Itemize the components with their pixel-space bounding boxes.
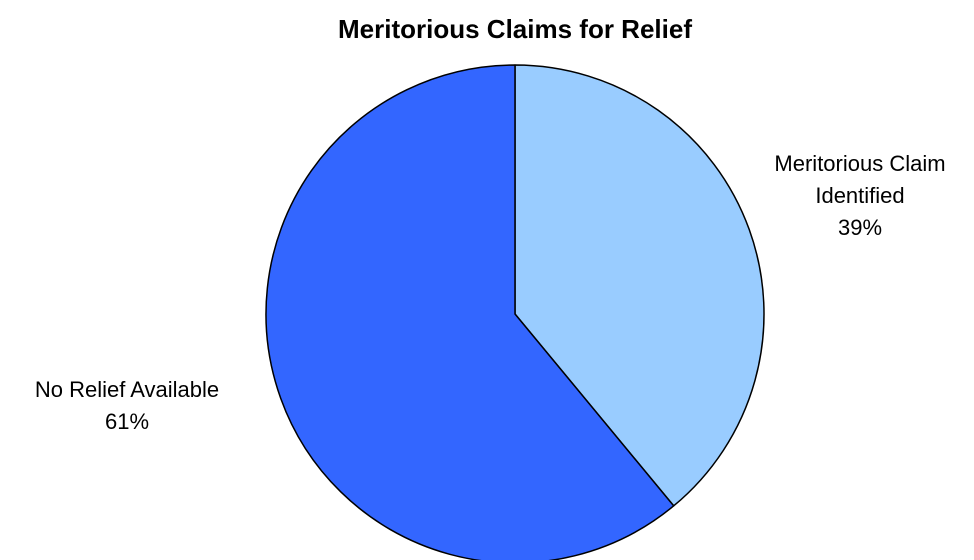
slice-percent-label: 39% xyxy=(838,215,882,240)
slice-percent-label: 61% xyxy=(105,409,149,434)
slice-label: Identified xyxy=(815,183,904,208)
slice-labels: Meritorious Claim Identified 39% No Relief … xyxy=(35,151,946,434)
pie-slice-1 xyxy=(265,64,675,560)
slice-label: No Relief Available xyxy=(35,377,219,402)
pie-slice-0 xyxy=(514,64,765,507)
slice-label: Meritorious Claim xyxy=(774,151,945,176)
pie-slices xyxy=(265,64,765,560)
chart-title: Meritorious Claims for Relief xyxy=(338,14,692,44)
